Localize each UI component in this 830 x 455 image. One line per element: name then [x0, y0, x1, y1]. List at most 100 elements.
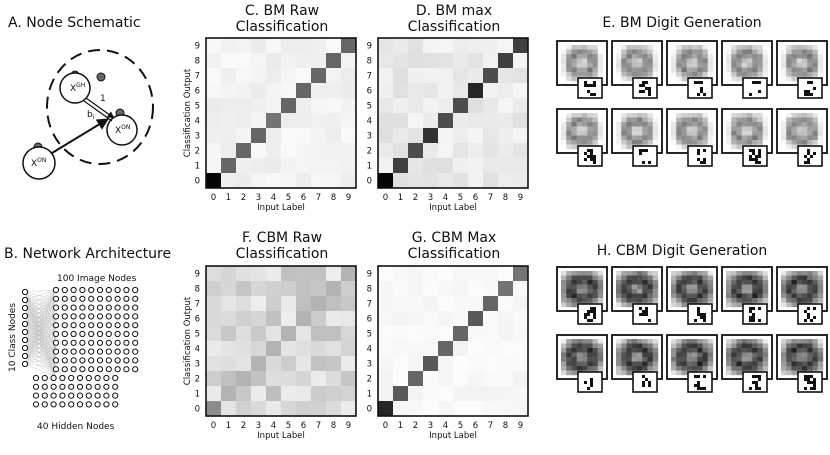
image-node	[123, 366, 130, 373]
digit-pixel	[781, 76, 787, 82]
heatmap-cell	[468, 356, 483, 371]
heatmap-cell	[311, 128, 326, 143]
heatmap-cell	[453, 371, 468, 386]
heatmap-cell	[378, 356, 393, 371]
digit-pixel	[621, 49, 627, 55]
image-node	[96, 295, 104, 302]
digit-pixel	[741, 348, 748, 353]
y-tick-label: 9	[367, 270, 372, 280]
heatmap-cell	[296, 158, 311, 173]
digit-pixel	[702, 339, 708, 344]
image-node	[96, 286, 104, 294]
digit-pixel	[676, 63, 682, 68]
clamp-pixel	[697, 381, 700, 384]
clamp-pixel	[813, 307, 816, 310]
digit-pixel	[812, 135, 818, 141]
image-node	[96, 357, 104, 364]
digit-pixel	[631, 352, 638, 358]
heatmap-cell	[266, 83, 281, 98]
digit-pixel	[736, 275, 742, 281]
digit-pixel	[587, 49, 593, 55]
digit-pixel	[576, 58, 583, 64]
digit-pixel	[817, 45, 824, 50]
digit-pixel	[686, 293, 693, 299]
digit-pixel	[817, 72, 824, 77]
clamp-pixel	[810, 319, 813, 322]
image-node	[61, 357, 68, 364]
x-axis-label: Input Label	[257, 431, 305, 441]
digit-pixel	[807, 131, 813, 136]
image-node	[96, 366, 104, 373]
panel-f-title-2: Classification	[236, 246, 329, 262]
x-tick-label: 4	[443, 421, 448, 431]
digit-pixel	[686, 284, 693, 290]
heatmap-cell	[311, 83, 326, 98]
heatmap-cell	[326, 401, 341, 416]
digit-pixel	[791, 370, 797, 376]
digit-pixel	[802, 113, 808, 118]
image-node	[61, 304, 68, 311]
heatmap-cell	[483, 296, 498, 311]
digit-pixel	[597, 366, 604, 371]
digit-pixel	[587, 58, 593, 64]
hidden-node	[41, 374, 48, 382]
digit-pixel	[616, 357, 622, 362]
clamp-pixel	[700, 387, 703, 390]
digit-pixel	[707, 67, 714, 73]
image-node	[61, 313, 68, 320]
digit-pixel	[817, 343, 824, 349]
digit-pixel	[802, 58, 808, 64]
heatmap-cell	[281, 143, 296, 158]
clamp-pixel	[639, 149, 642, 152]
heatmap-cell	[251, 53, 266, 68]
clamp-pixel	[755, 381, 758, 384]
digit-pixel	[791, 122, 797, 127]
clamp-pixel	[755, 158, 758, 161]
hidden-nodes-label: 40 Hidden Nodes	[37, 422, 115, 432]
digit-pixel	[812, 117, 818, 123]
digit-pixel	[757, 339, 763, 344]
clamp-pixel	[697, 152, 700, 155]
digit-pixel	[561, 343, 567, 349]
digit-pixel	[731, 122, 737, 127]
heatmap-cell	[483, 128, 498, 143]
digit-pixel	[796, 45, 803, 50]
digit-pixel	[762, 348, 769, 353]
digit-pixel	[796, 280, 803, 285]
heatmap-cell	[468, 401, 483, 416]
weight-one-label: 1	[100, 94, 106, 104]
digit-pixel	[681, 293, 687, 299]
digit-pixel	[652, 58, 659, 64]
digit-pixel	[726, 352, 732, 358]
clamp-pixel	[694, 319, 697, 322]
clamp-pixel	[697, 375, 700, 378]
digit-pixel	[576, 45, 583, 50]
digit-pixel	[592, 357, 598, 362]
digit-pixel	[652, 343, 659, 349]
heatmap-cell	[453, 68, 468, 83]
heatmap-cell	[206, 296, 221, 311]
digit-pixel	[571, 54, 577, 59]
clamp-pixel	[587, 90, 590, 93]
digit-pixel	[741, 113, 748, 118]
digit-pixel	[692, 117, 698, 123]
digit-pixel	[686, 117, 693, 123]
image-node	[61, 286, 68, 294]
heatmap-cell	[483, 341, 498, 356]
digit-pixel	[671, 76, 677, 82]
image-node	[114, 366, 121, 373]
digit-pixel	[686, 275, 693, 281]
hidden-node	[76, 374, 84, 382]
clamp-pixel	[807, 381, 810, 384]
digit-pixel	[726, 302, 732, 308]
clamp-pixel	[807, 90, 810, 93]
digit-pixel	[707, 343, 714, 349]
hidden-node	[76, 383, 84, 390]
panel-d-title-2: Classification	[408, 19, 501, 35]
digit-pixel	[781, 343, 787, 349]
digit-pixel	[747, 58, 753, 64]
heatmap-cell	[266, 128, 281, 143]
digit-pixel	[697, 348, 703, 353]
digit-pixel	[786, 131, 792, 136]
heatmap-cell	[408, 53, 423, 68]
